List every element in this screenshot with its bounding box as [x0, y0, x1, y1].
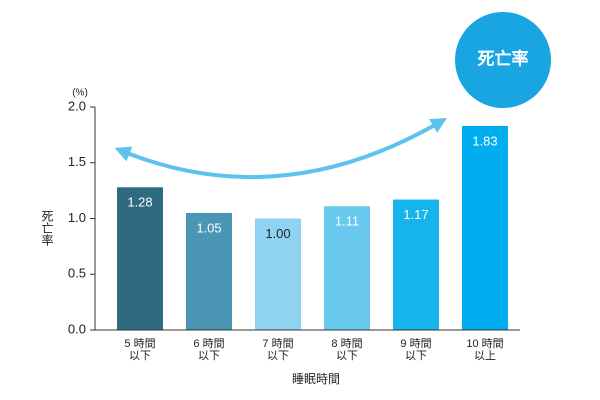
x-tick-label: 以下 [267, 350, 289, 362]
x-tick-label: 以下 [129, 350, 151, 362]
x-tick-label: 8 時間 [331, 337, 362, 350]
bar [186, 212, 232, 330]
bar [255, 218, 301, 330]
y-unit: (%) [72, 88, 88, 99]
y-tick-label: 1.0 [68, 210, 86, 225]
value-label: 1.00 [265, 226, 290, 241]
y-tick-label: 0.0 [68, 321, 86, 336]
x-tick-label: 7 時間 [262, 337, 293, 350]
value-label: 1.83 [472, 133, 497, 148]
value-label: 1.11 [335, 214, 359, 229]
trend-arrow [114, 117, 447, 180]
bar [462, 125, 508, 330]
value-label: 1.28 [127, 195, 152, 210]
x-tick-label: 以下 [405, 350, 427, 362]
y-tick-label: 1.5 [68, 154, 86, 169]
x-axis-title: 睡眠時間 [292, 372, 340, 386]
bar [324, 206, 370, 330]
y-axis-title: 死亡率 [40, 210, 54, 246]
x-tick-label: 5 時間 [124, 337, 155, 350]
value-label: 1.05 [196, 220, 221, 235]
x-tick-label: 以下 [336, 350, 358, 362]
x-tick-label: 以上 [474, 349, 496, 362]
value-label: 1.17 [403, 207, 428, 222]
y-tick-label: 0.5 [68, 266, 86, 281]
badge-text: 死亡率 [478, 48, 529, 68]
x-tick-label: 6 時間 [193, 337, 224, 350]
bar [393, 199, 439, 330]
y-tick-label: 2.0 [68, 98, 86, 113]
x-tick-label: 10 時間 [466, 337, 503, 350]
x-tick-label: 以下 [198, 350, 220, 362]
bar [117, 187, 163, 330]
badge-circle [455, 12, 551, 108]
x-tick-label: 9 時間 [400, 337, 431, 350]
